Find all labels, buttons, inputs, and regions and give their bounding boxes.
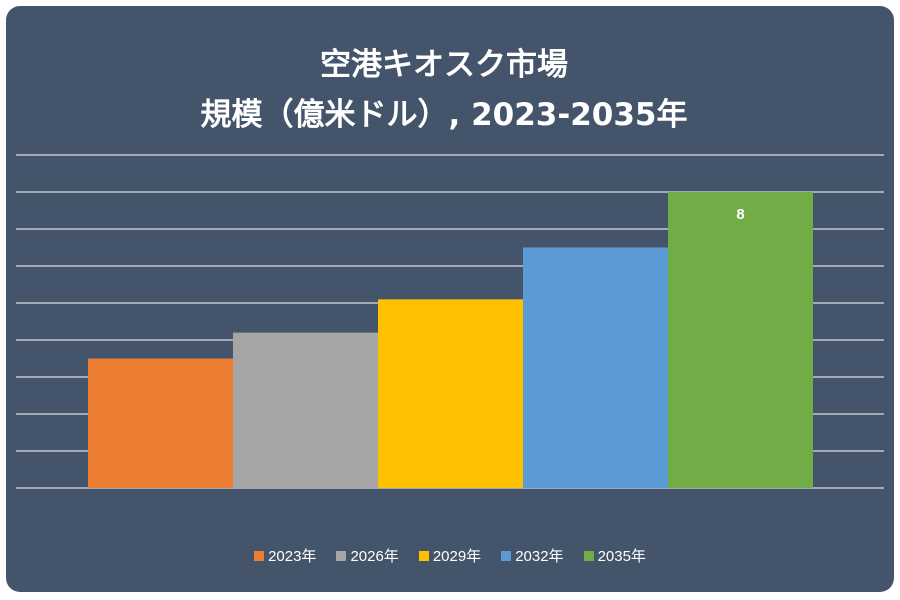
- legend-label: 2032年: [515, 548, 564, 565]
- legend-item: 2035年: [583, 545, 646, 566]
- legend-label: 2035年: [597, 548, 646, 565]
- legend-item: 2023年: [254, 545, 316, 566]
- legend-label: 2029年: [432, 548, 482, 565]
- legend-swatch: [418, 550, 429, 561]
- chart-title-line-1: 空港キオスク市場: [320, 47, 568, 83]
- legend-swatch: [254, 550, 265, 561]
- bar-2029年: [378, 299, 523, 488]
- chart-title-line-2: 規模（億米ドル）, 2023-2035年: [200, 97, 688, 133]
- legend-item: 2026年: [336, 545, 399, 566]
- legend-label: 2023年: [268, 548, 317, 565]
- legend-swatch: [336, 550, 347, 561]
- bar-2026年: [233, 332, 378, 488]
- chart-title: 空港キオスク市場 規模（億米ドル）, 2023-2035年: [0, 40, 894, 140]
- bar-2032年: [523, 247, 668, 488]
- bars: [88, 192, 813, 488]
- data-labels: 8: [736, 206, 744, 223]
- legend-item: 2032年: [501, 545, 564, 566]
- legend-label: 2026年: [350, 548, 399, 565]
- legend-swatch: [583, 550, 594, 561]
- chart-legend: 2023年 2026年 2029年 2032年 2035年: [0, 545, 900, 566]
- bar-2023年: [88, 358, 233, 488]
- bar-2035年: [668, 192, 813, 488]
- legend-swatch: [501, 550, 512, 561]
- data-label: 8: [736, 206, 744, 223]
- legend-item: 2029年: [418, 545, 482, 566]
